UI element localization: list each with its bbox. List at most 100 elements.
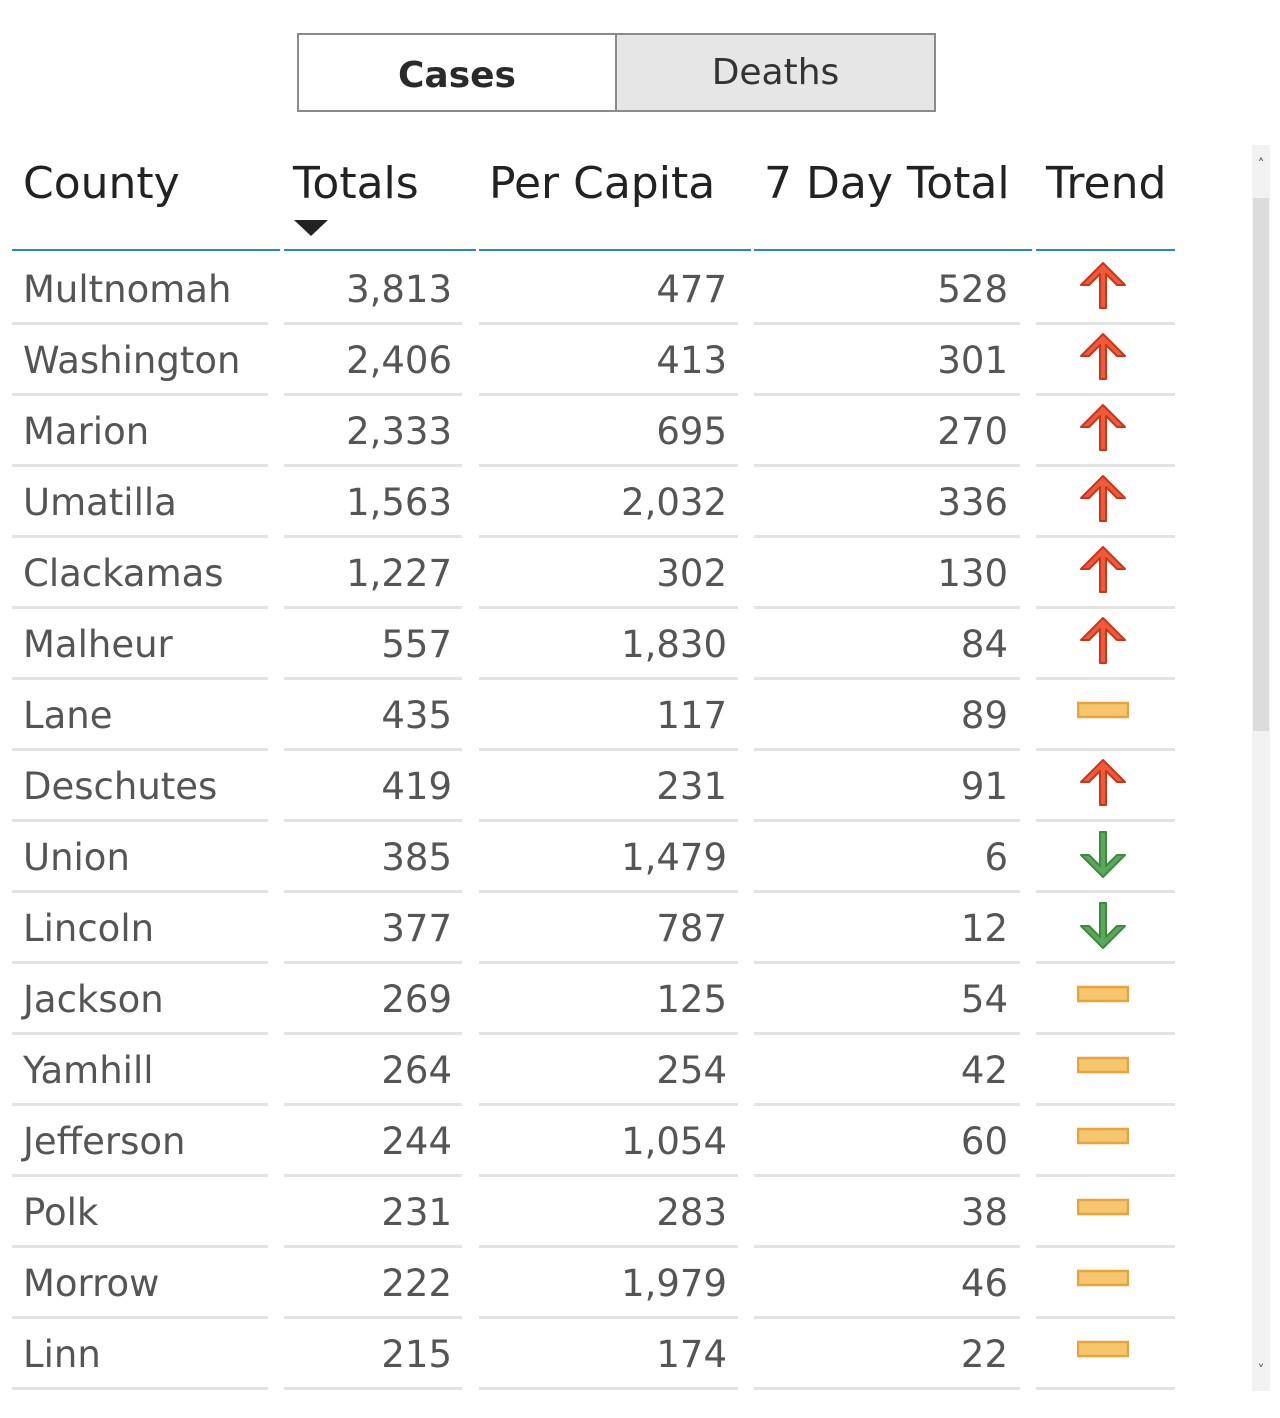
table-row[interactable]: Deschutes 419 231 91 — [0, 751, 1180, 822]
per-capita-cell: 1,830 — [621, 623, 727, 666]
row-separator — [754, 464, 1020, 467]
row-separator — [479, 677, 738, 680]
totals-cell: 435 — [381, 694, 452, 737]
county-cell: Multnomah — [23, 268, 232, 311]
trend-cell — [1036, 751, 1175, 822]
row-separator — [479, 890, 738, 893]
seven-day-total-cell: 336 — [937, 481, 1008, 524]
scroll-thumb[interactable] — [1253, 198, 1269, 731]
seven-day-total-cell: 301 — [937, 339, 1008, 382]
row-separator — [479, 961, 738, 964]
row-separator — [754, 535, 1020, 538]
table-row[interactable]: Umatilla 1,563 2,032 336 — [0, 467, 1180, 538]
column-header-totals[interactable]: Totals — [293, 158, 419, 209]
row-separator — [1036, 393, 1175, 396]
totals-cell: 419 — [381, 765, 452, 808]
column-header-county[interactable]: County — [23, 158, 180, 209]
row-separator — [754, 1316, 1020, 1319]
row-separator — [754, 677, 1020, 680]
table-row[interactable]: Jefferson 244 1,054 60 — [0, 1106, 1180, 1177]
table-row[interactable]: Union 385 1,479 6 — [0, 822, 1180, 893]
column-header-trend[interactable]: Trend — [1046, 158, 1167, 209]
trend-cell — [1036, 1319, 1175, 1390]
row-separator — [1036, 535, 1175, 538]
row-separator — [12, 890, 268, 893]
totals-cell: 2,406 — [346, 339, 452, 382]
trend-cell — [1036, 396, 1175, 467]
per-capita-cell: 695 — [656, 410, 727, 453]
per-capita-cell: 174 — [656, 1333, 727, 1376]
trend-cell — [1036, 964, 1175, 1035]
table-row[interactable]: Polk 231 283 38 — [0, 1177, 1180, 1248]
row-separator — [284, 1387, 462, 1390]
table-row[interactable]: Linn 215 174 22 — [0, 1319, 1180, 1390]
row-separator — [284, 535, 462, 538]
totals-cell: 2,333 — [346, 410, 452, 453]
trend-cell — [1036, 822, 1175, 893]
row-separator — [754, 1245, 1020, 1248]
county-cell: Jackson — [23, 978, 164, 1021]
table-row[interactable]: Multnomah 3,813 477 528 — [0, 254, 1180, 325]
row-separator — [12, 1103, 268, 1106]
table-row[interactable]: Yamhill 264 254 42 — [0, 1035, 1180, 1106]
table-row[interactable]: Lincoln 377 787 12 — [0, 893, 1180, 964]
row-separator — [754, 606, 1020, 609]
trend-cell — [1036, 1177, 1175, 1248]
row-separator — [284, 890, 462, 893]
totals-cell: 557 — [381, 623, 452, 666]
totals-cell: 215 — [381, 1333, 452, 1376]
seven-day-total-cell: 270 — [937, 410, 1008, 453]
trend-cell — [1036, 325, 1175, 396]
scroll-up-icon[interactable]: ˄ — [1257, 157, 1265, 173]
table-row[interactable]: Lane 435 117 89 — [0, 680, 1180, 751]
totals-cell: 3,813 — [346, 268, 452, 311]
row-separator — [12, 393, 268, 396]
row-separator — [754, 748, 1020, 751]
row-separator — [479, 535, 738, 538]
row-separator — [1036, 322, 1175, 325]
seven-day-total-cell: 89 — [960, 694, 1008, 737]
header-rule — [12, 249, 280, 251]
tab-cases[interactable]: Cases — [297, 33, 617, 112]
column-header-7-day-total[interactable]: 7 Day Total — [764, 158, 1010, 209]
row-separator — [754, 961, 1020, 964]
row-separator — [1036, 1032, 1175, 1035]
vertical-scrollbar[interactable]: ˄ ˅ — [1252, 145, 1270, 1391]
tab-deaths[interactable]: Deaths — [617, 33, 936, 112]
sort-descending-icon[interactable] — [294, 220, 328, 236]
row-separator — [284, 1103, 462, 1106]
seven-day-total-cell: 46 — [960, 1262, 1008, 1305]
totals-cell: 231 — [381, 1191, 452, 1234]
row-separator — [284, 1245, 462, 1248]
totals-cell: 264 — [381, 1049, 452, 1092]
row-separator — [12, 1245, 268, 1248]
table-row[interactable]: Malheur 557 1,830 84 — [0, 609, 1180, 680]
header-rule — [754, 249, 1032, 251]
row-separator — [1036, 890, 1175, 893]
per-capita-cell: 254 — [656, 1049, 727, 1092]
table-row[interactable]: Marion 2,333 695 270 — [0, 396, 1180, 467]
column-header-per-capita[interactable]: Per Capita — [489, 158, 716, 209]
county-cell: Clackamas — [23, 552, 224, 595]
row-separator — [12, 1316, 268, 1319]
per-capita-cell: 1,054 — [621, 1120, 727, 1163]
table-row[interactable]: Washington 2,406 413 301 — [0, 325, 1180, 396]
row-separator — [12, 677, 268, 680]
per-capita-cell: 117 — [656, 694, 727, 737]
row-separator — [1036, 464, 1175, 467]
totals-cell: 269 — [381, 978, 452, 1021]
table-row[interactable]: Jackson 269 125 54 — [0, 964, 1180, 1035]
per-capita-cell: 787 — [656, 907, 727, 950]
county-cell: Umatilla — [23, 481, 177, 524]
trend-cell — [1036, 1035, 1175, 1106]
trend-cell — [1036, 893, 1175, 964]
row-separator — [12, 1032, 268, 1035]
row-separator — [479, 1245, 738, 1248]
row-separator — [284, 606, 462, 609]
row-separator — [12, 819, 268, 822]
header-rule — [1036, 249, 1175, 251]
table-row[interactable]: Morrow 222 1,979 46 — [0, 1248, 1180, 1319]
scroll-down-icon[interactable]: ˅ — [1257, 1363, 1265, 1379]
table-row[interactable]: Clackamas 1,227 302 130 — [0, 538, 1180, 609]
per-capita-cell: 125 — [656, 978, 727, 1021]
